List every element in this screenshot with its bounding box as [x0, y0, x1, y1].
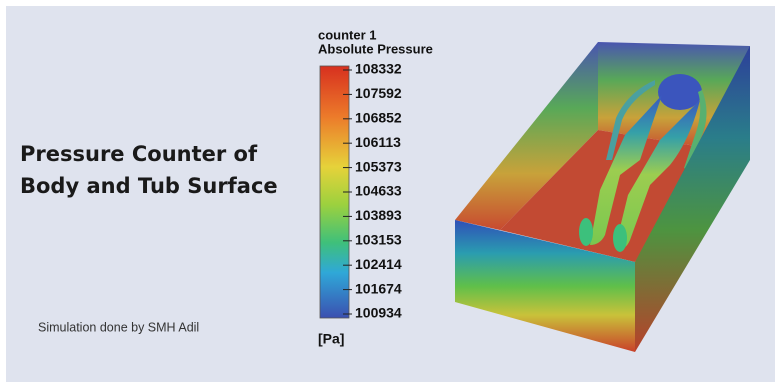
colorbar-tick-label: 105373: [355, 158, 402, 174]
colorbar-tick-label: 101674: [355, 280, 402, 296]
credit: Simulation done by SMH Adil: [38, 320, 199, 334]
colorbar-tick-label: 108332: [355, 61, 402, 77]
page: Pressure Counter of Body and Tub Surface…: [0, 0, 781, 388]
colorbar-tick-label: 106852: [355, 110, 402, 126]
colorbar-tick-label: 103893: [355, 207, 402, 223]
colorbar-tick-label: 103153: [355, 232, 402, 248]
colorbar-tick-label: 102414: [355, 256, 402, 272]
body-foot: [613, 224, 627, 252]
heading-line: Body and Tub Surface: [20, 174, 278, 198]
colorbar-title: counter 1: [318, 27, 377, 42]
colorbar-tick-label: 100934: [355, 305, 402, 321]
colorbar-unit: [Pa]: [318, 331, 344, 347]
colorbar-tick-label: 104633: [355, 183, 402, 199]
colorbar-tick-label: 107592: [355, 85, 402, 101]
body-foot: [579, 218, 593, 246]
colorbar-tick-label: 106113: [355, 134, 401, 150]
heading-line: Pressure Counter of: [20, 142, 258, 166]
colorbar-title: Absolute Pressure: [318, 41, 433, 56]
figure: Pressure Counter of Body and Tub Surface…: [0, 0, 781, 388]
